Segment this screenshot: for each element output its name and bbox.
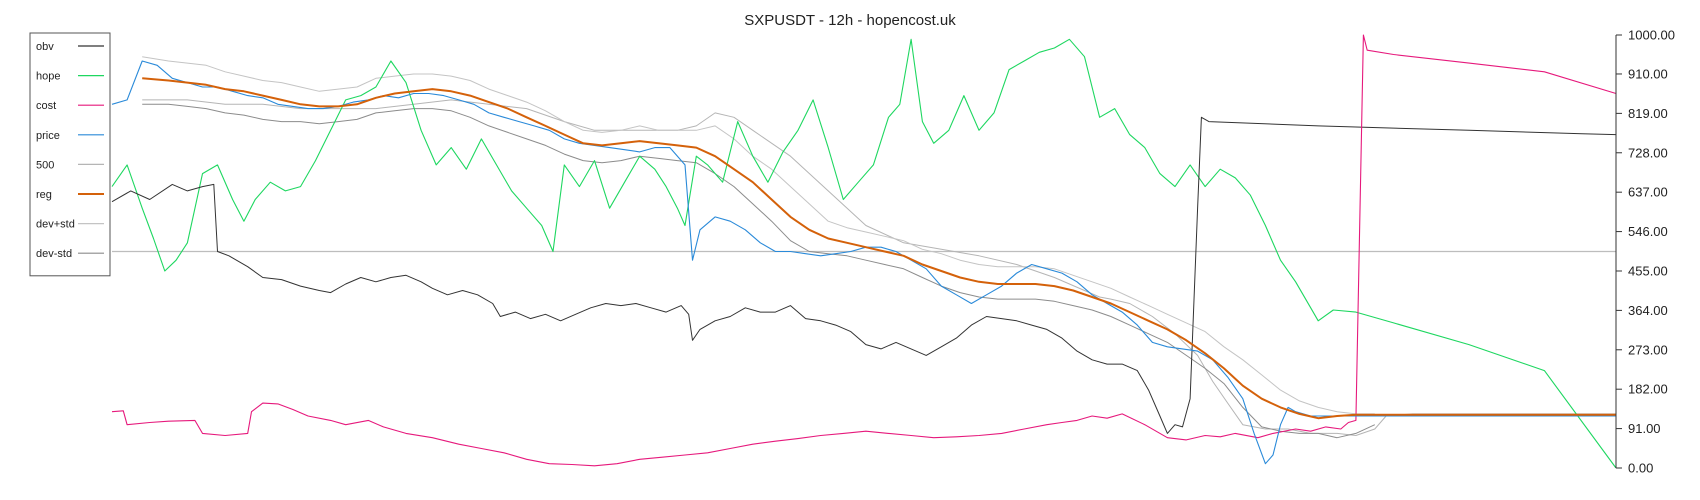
chart-title: SXPUSDT - 12h - hopencost.uk	[744, 12, 956, 29]
legend-label-dev-std: dev+std	[36, 219, 75, 231]
y-tick-label: 1000.00	[1628, 28, 1675, 43]
legend-label-cost: cost	[36, 100, 56, 112]
y-tick-label: 728.00	[1628, 145, 1668, 160]
series-hope-line	[111, 38, 1617, 469]
y-axis: 1000.00 910.00 819.00 728.00 637.00 546.00 455…	[1615, 28, 1675, 476]
legend-box	[29, 32, 111, 277]
series-layer	[111, 34, 1617, 469]
series-500-line	[142, 99, 1616, 436]
series-cost-line	[111, 34, 1617, 467]
series-obv-line	[111, 116, 1617, 434]
y-tick-label: 455.00	[1628, 263, 1668, 278]
y-tick-label: 637.00	[1628, 185, 1668, 200]
legend: obv hope cost price 500 reg dev+std dev-std	[29, 32, 111, 277]
legend-label-reg: reg	[36, 189, 52, 201]
series-reg-line	[142, 77, 1616, 420]
y-tick-label: 0.00	[1628, 461, 1653, 476]
y-tick-label: 819.00	[1628, 106, 1668, 121]
y-tick-label: 91.00	[1628, 421, 1661, 436]
legend-label-hope: hope	[36, 71, 60, 83]
y-tick-label: 364.00	[1628, 303, 1668, 318]
legend-label-dev-std: dev-std	[36, 248, 72, 260]
legend-label-obv: obv	[36, 41, 54, 53]
legend-label-price: price	[36, 130, 60, 142]
series-dev-std-line	[142, 103, 1376, 439]
y-tick-label: 546.00	[1628, 224, 1668, 239]
y-tick-label: 273.00	[1628, 342, 1668, 357]
y-tick-label: 182.00	[1628, 382, 1668, 397]
series-price-line	[111, 60, 1616, 465]
y-tick-label: 910.00	[1628, 66, 1668, 81]
legend-label-500: 500	[36, 159, 54, 171]
series-dev-std-line	[142, 56, 1375, 415]
